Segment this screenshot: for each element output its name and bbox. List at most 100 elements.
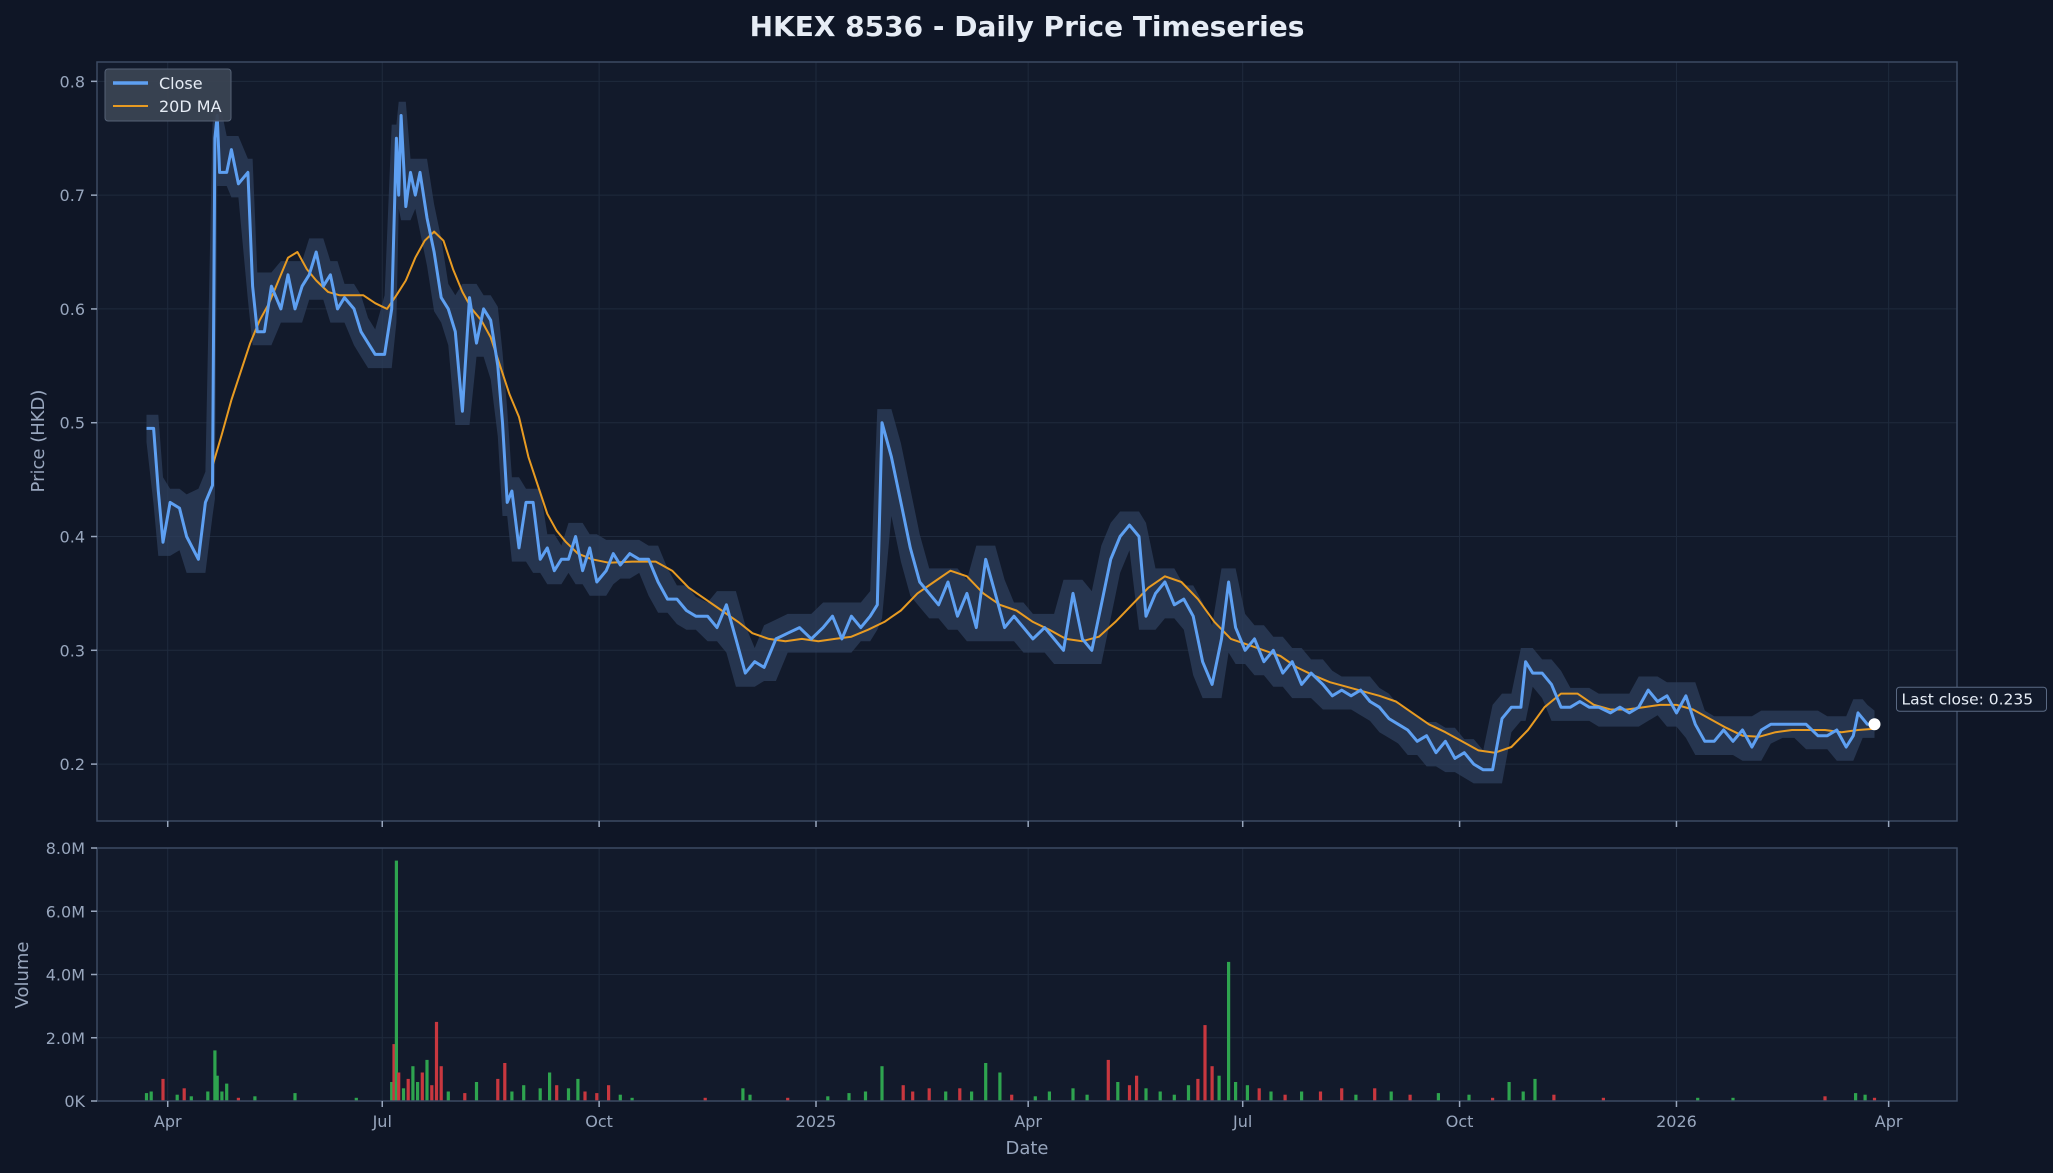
volume-bar — [548, 1072, 552, 1101]
volume-bar — [1300, 1091, 1304, 1101]
volume-bar — [984, 1063, 988, 1101]
volume-bar — [958, 1088, 962, 1101]
volume-y-axis-label: Volume — [12, 942, 33, 1009]
volume-bar — [1507, 1082, 1511, 1101]
x-tick-label: Jul — [372, 1112, 392, 1131]
volume-y-tick-label: 8.0M — [46, 839, 85, 858]
volume-bar — [1521, 1091, 1525, 1101]
volume-bar — [576, 1078, 580, 1101]
volume-bar — [1283, 1094, 1287, 1101]
volume-bar — [503, 1063, 507, 1101]
volume-bar — [401, 1088, 406, 1101]
volume-bar — [1158, 1091, 1162, 1101]
last-close-label-box — [1895, 686, 2047, 712]
x-tick-label: Oct — [585, 1112, 613, 1131]
volume-bar — [630, 1097, 634, 1101]
volume-bar — [1106, 1059, 1110, 1101]
volume-bar — [1340, 1088, 1344, 1101]
volume-bar — [394, 860, 398, 1101]
volume-bars — [144, 860, 1877, 1101]
volume-bar — [880, 1066, 884, 1101]
price-plot-frame — [96, 61, 1958, 822]
price-y-tick-label: 0.5 — [60, 414, 85, 433]
volume-bar — [555, 1085, 559, 1101]
volume-bar — [1601, 1097, 1605, 1101]
volume-bar — [970, 1091, 974, 1101]
x-tick-label: Apr — [1014, 1112, 1042, 1131]
volume-bar — [1217, 1075, 1221, 1101]
volume-bar — [434, 1021, 439, 1101]
volume-bar — [1318, 1091, 1323, 1101]
volume-bar — [175, 1094, 179, 1101]
volume-bar — [510, 1091, 514, 1101]
volume-bar — [1389, 1091, 1393, 1101]
price-y-tick-label: 0.6 — [60, 300, 85, 319]
price-x-axis-ticks — [166, 821, 1890, 827]
volume-bar — [1872, 1097, 1877, 1101]
price-y-tick-label: 0.3 — [60, 641, 85, 660]
volume-bar — [1085, 1094, 1089, 1101]
volume-bar — [1467, 1094, 1471, 1101]
volume-bar — [748, 1094, 752, 1101]
volume-bar — [416, 1082, 420, 1101]
x-axis: Apr Jul Oct 2025 Apr Jul Oct 2026 Apr — [154, 1101, 1903, 1131]
volume-bar — [1731, 1097, 1735, 1101]
volume-bar — [1010, 1094, 1014, 1101]
volume-bar — [1863, 1094, 1867, 1101]
volume-y-tick-label: 6.0M — [46, 902, 85, 921]
volume-bar — [741, 1088, 745, 1101]
volume-bar — [1227, 961, 1231, 1101]
volume-bar — [293, 1093, 297, 1101]
x-tick-label: 2025 — [796, 1112, 837, 1131]
volume-bar — [1436, 1093, 1440, 1101]
volume-bar — [566, 1088, 571, 1101]
volume-bar — [406, 1078, 410, 1101]
volume-bar — [253, 1096, 257, 1101]
volume-bar — [1127, 1085, 1132, 1101]
volume-bar — [430, 1085, 434, 1101]
volume-bar — [425, 1059, 429, 1101]
volume-bar — [1696, 1097, 1700, 1101]
volume-bar — [1033, 1096, 1037, 1101]
x-tick-label: 2026 — [1656, 1112, 1697, 1131]
price-y-axis-label: Price (HKD) — [28, 390, 49, 493]
volume-bar — [1196, 1078, 1200, 1101]
volume-bar — [463, 1093, 467, 1101]
price-y-tick-label: 0.2 — [60, 755, 85, 774]
price-series — [146, 114, 1875, 772]
volume-y-tick-label: 0K — [64, 1092, 85, 1111]
volume-bar — [607, 1085, 611, 1101]
volume-bar — [1354, 1094, 1358, 1101]
x-axis-label: Date — [1005, 1138, 1048, 1159]
volume-bar — [595, 1093, 599, 1101]
volume-bar — [786, 1097, 790, 1101]
volume-bar — [397, 1072, 401, 1101]
volume-bar — [1116, 1082, 1120, 1101]
volume-bar — [1854, 1093, 1858, 1101]
volume-bar — [474, 1082, 479, 1101]
volume-bar — [161, 1078, 165, 1101]
volume-y-tick-label: 2.0M — [46, 1029, 85, 1048]
price-y-axis: 0.2 0.3 0.4 0.5 0.6 0.7 0.8 — [60, 72, 97, 774]
volume-bar — [220, 1091, 224, 1101]
volume-bar — [863, 1091, 868, 1101]
volume-bar — [522, 1085, 526, 1101]
volume-bar — [420, 1072, 424, 1101]
volume-bar — [144, 1093, 149, 1101]
legend: Close 20D MA — [104, 68, 232, 122]
volume-bar — [1245, 1085, 1249, 1101]
volume-bar — [206, 1091, 210, 1101]
volume-bar — [998, 1072, 1002, 1101]
price-y-tick-label: 0.7 — [60, 186, 85, 205]
volume-bar — [496, 1078, 500, 1101]
volume-bar — [149, 1091, 153, 1101]
volume-bar — [215, 1075, 219, 1101]
legend-ma-label: 20D MA — [159, 97, 222, 116]
volume-bar — [1373, 1088, 1377, 1101]
volume-bar — [213, 1050, 217, 1101]
volume-bar — [847, 1093, 851, 1101]
last-close-label: Last close: 0.235 — [1901, 690, 2033, 708]
last-close-annotation: Last close: 0.235 — [1868, 686, 2047, 731]
